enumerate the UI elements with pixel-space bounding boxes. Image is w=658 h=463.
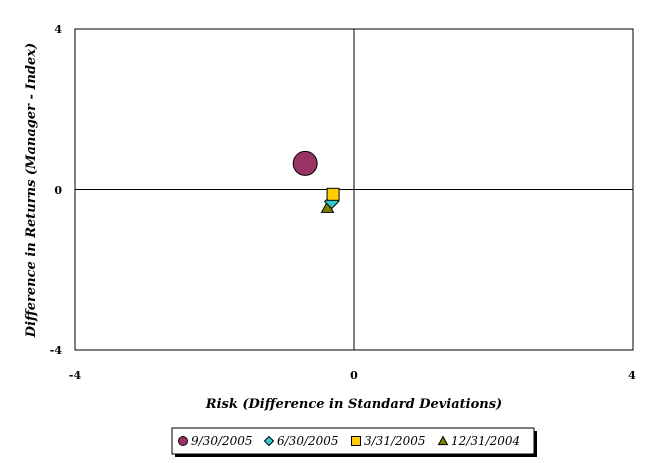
y-tick-mid: 0 [54, 184, 62, 197]
legend-marker-circle [178, 436, 188, 446]
x-tick-left: -4 [69, 369, 82, 382]
legend-label: 6/30/2005 [277, 434, 339, 448]
data-point-circle [292, 150, 318, 176]
x-axis-title: Risk (Difference in Standard Deviations) [205, 397, 502, 412]
legend: 9/30/2005 6/30/2005 3/31/2005 12/31/2004 [178, 434, 520, 448]
data-point-square [326, 187, 340, 201]
x-tick-right: 4 [628, 369, 636, 382]
y-tick-bottom: -4 [50, 344, 63, 357]
x-tick-mid: 0 [350, 369, 358, 382]
legend-marker-diamond [263, 435, 275, 447]
data-points [292, 150, 340, 213]
y-tick-top: 4 [54, 23, 62, 36]
legend-label: 12/31/2004 [451, 434, 520, 448]
legend-label: 3/31/2005 [364, 434, 426, 448]
y-axis-title: Difference in Returns (Manager - Index) [24, 43, 39, 338]
legend-marker-triangle [437, 435, 449, 446]
legend-label: 9/30/2005 [191, 434, 253, 448]
legend-marker-square [351, 436, 361, 446]
